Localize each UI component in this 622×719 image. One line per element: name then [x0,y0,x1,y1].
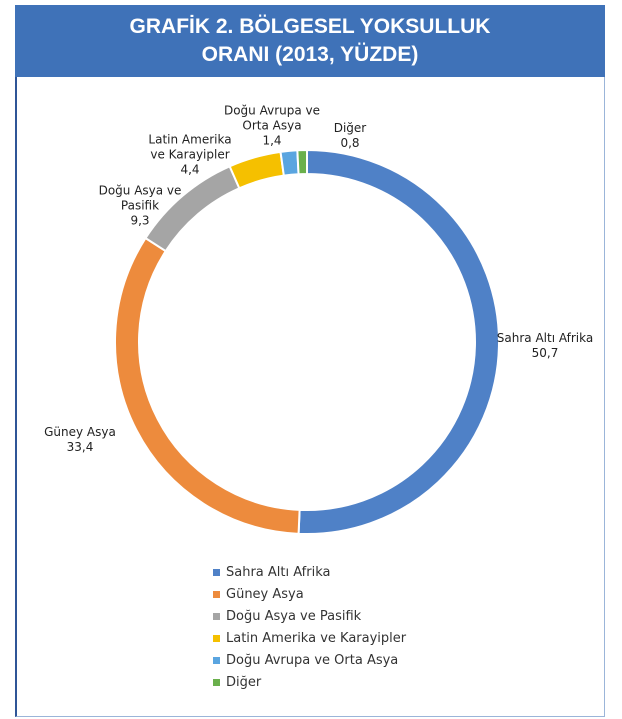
legend-label: Doğu Avrupa ve Orta Asya [226,653,399,668]
legend-swatch [213,591,220,598]
data-label: Doğu Avrupa ve Orta Asya 1,4 [222,104,322,149]
donut-segment [114,236,301,535]
data-label: Güney Asya 33,4 [30,425,130,455]
legend-label: Sahra Altı Afrika [226,565,331,580]
data-label-name: Latin Amerika ve Karayipler [148,132,232,162]
data-label: Sahra Altı Afrika 50,7 [495,331,595,361]
data-label-value: 0,8 [340,136,360,150]
legend-item: Doğu Avrupa ve Orta Asya [213,653,398,668]
data-label-name: Doğu Avrupa ve Orta Asya [223,103,321,133]
legend-label: Güney Asya [226,587,304,602]
data-label-value: 4,4 [180,162,200,177]
data-label-value: 1,4 [262,133,282,148]
legend-swatch [213,569,220,576]
data-label-value: 9,3 [130,213,150,228]
legend-item: Sahra Altı Afrika [213,565,330,580]
data-label: Doğu Asya ve Pasifik 9,3 [85,184,195,229]
data-label-name: Doğu Asya ve Pasifik [98,183,182,213]
legend-swatch [213,657,220,664]
panel [15,5,605,717]
data-label-name: Diğer [333,121,367,135]
legend-item: Latin Amerika ve Karayipler [213,631,406,646]
donut-segment [297,148,501,535]
legend-label: Doğu Asya ve Pasifik [226,609,362,624]
data-label: Latin Amerika ve Karayipler 4,4 [140,133,240,178]
legend-item: Doğu Asya ve Pasifik [213,609,361,624]
donut-segment [296,148,308,176]
data-label-name: Güney Asya [44,425,116,439]
legend-swatch [213,635,220,642]
legend-swatch [213,613,220,620]
legend-item: Diğer [213,675,261,690]
legend-swatch [213,679,220,686]
data-label-value: 33,4 [66,440,94,454]
donut-segment [279,149,300,177]
data-label-name: Sahra Altı Afrika [496,331,594,345]
legend-label: Latin Amerika ve Karayipler [226,631,407,646]
legend-label: Diğer [226,675,262,690]
data-label: Diğer 0,8 [320,121,380,151]
chart-title: GRAFİK 2. BÖLGESEL YOKSULLUK ORANI (2013… [15,5,605,77]
data-label-value: 50,7 [531,346,559,360]
legend-item: Güney Asya [213,587,304,602]
